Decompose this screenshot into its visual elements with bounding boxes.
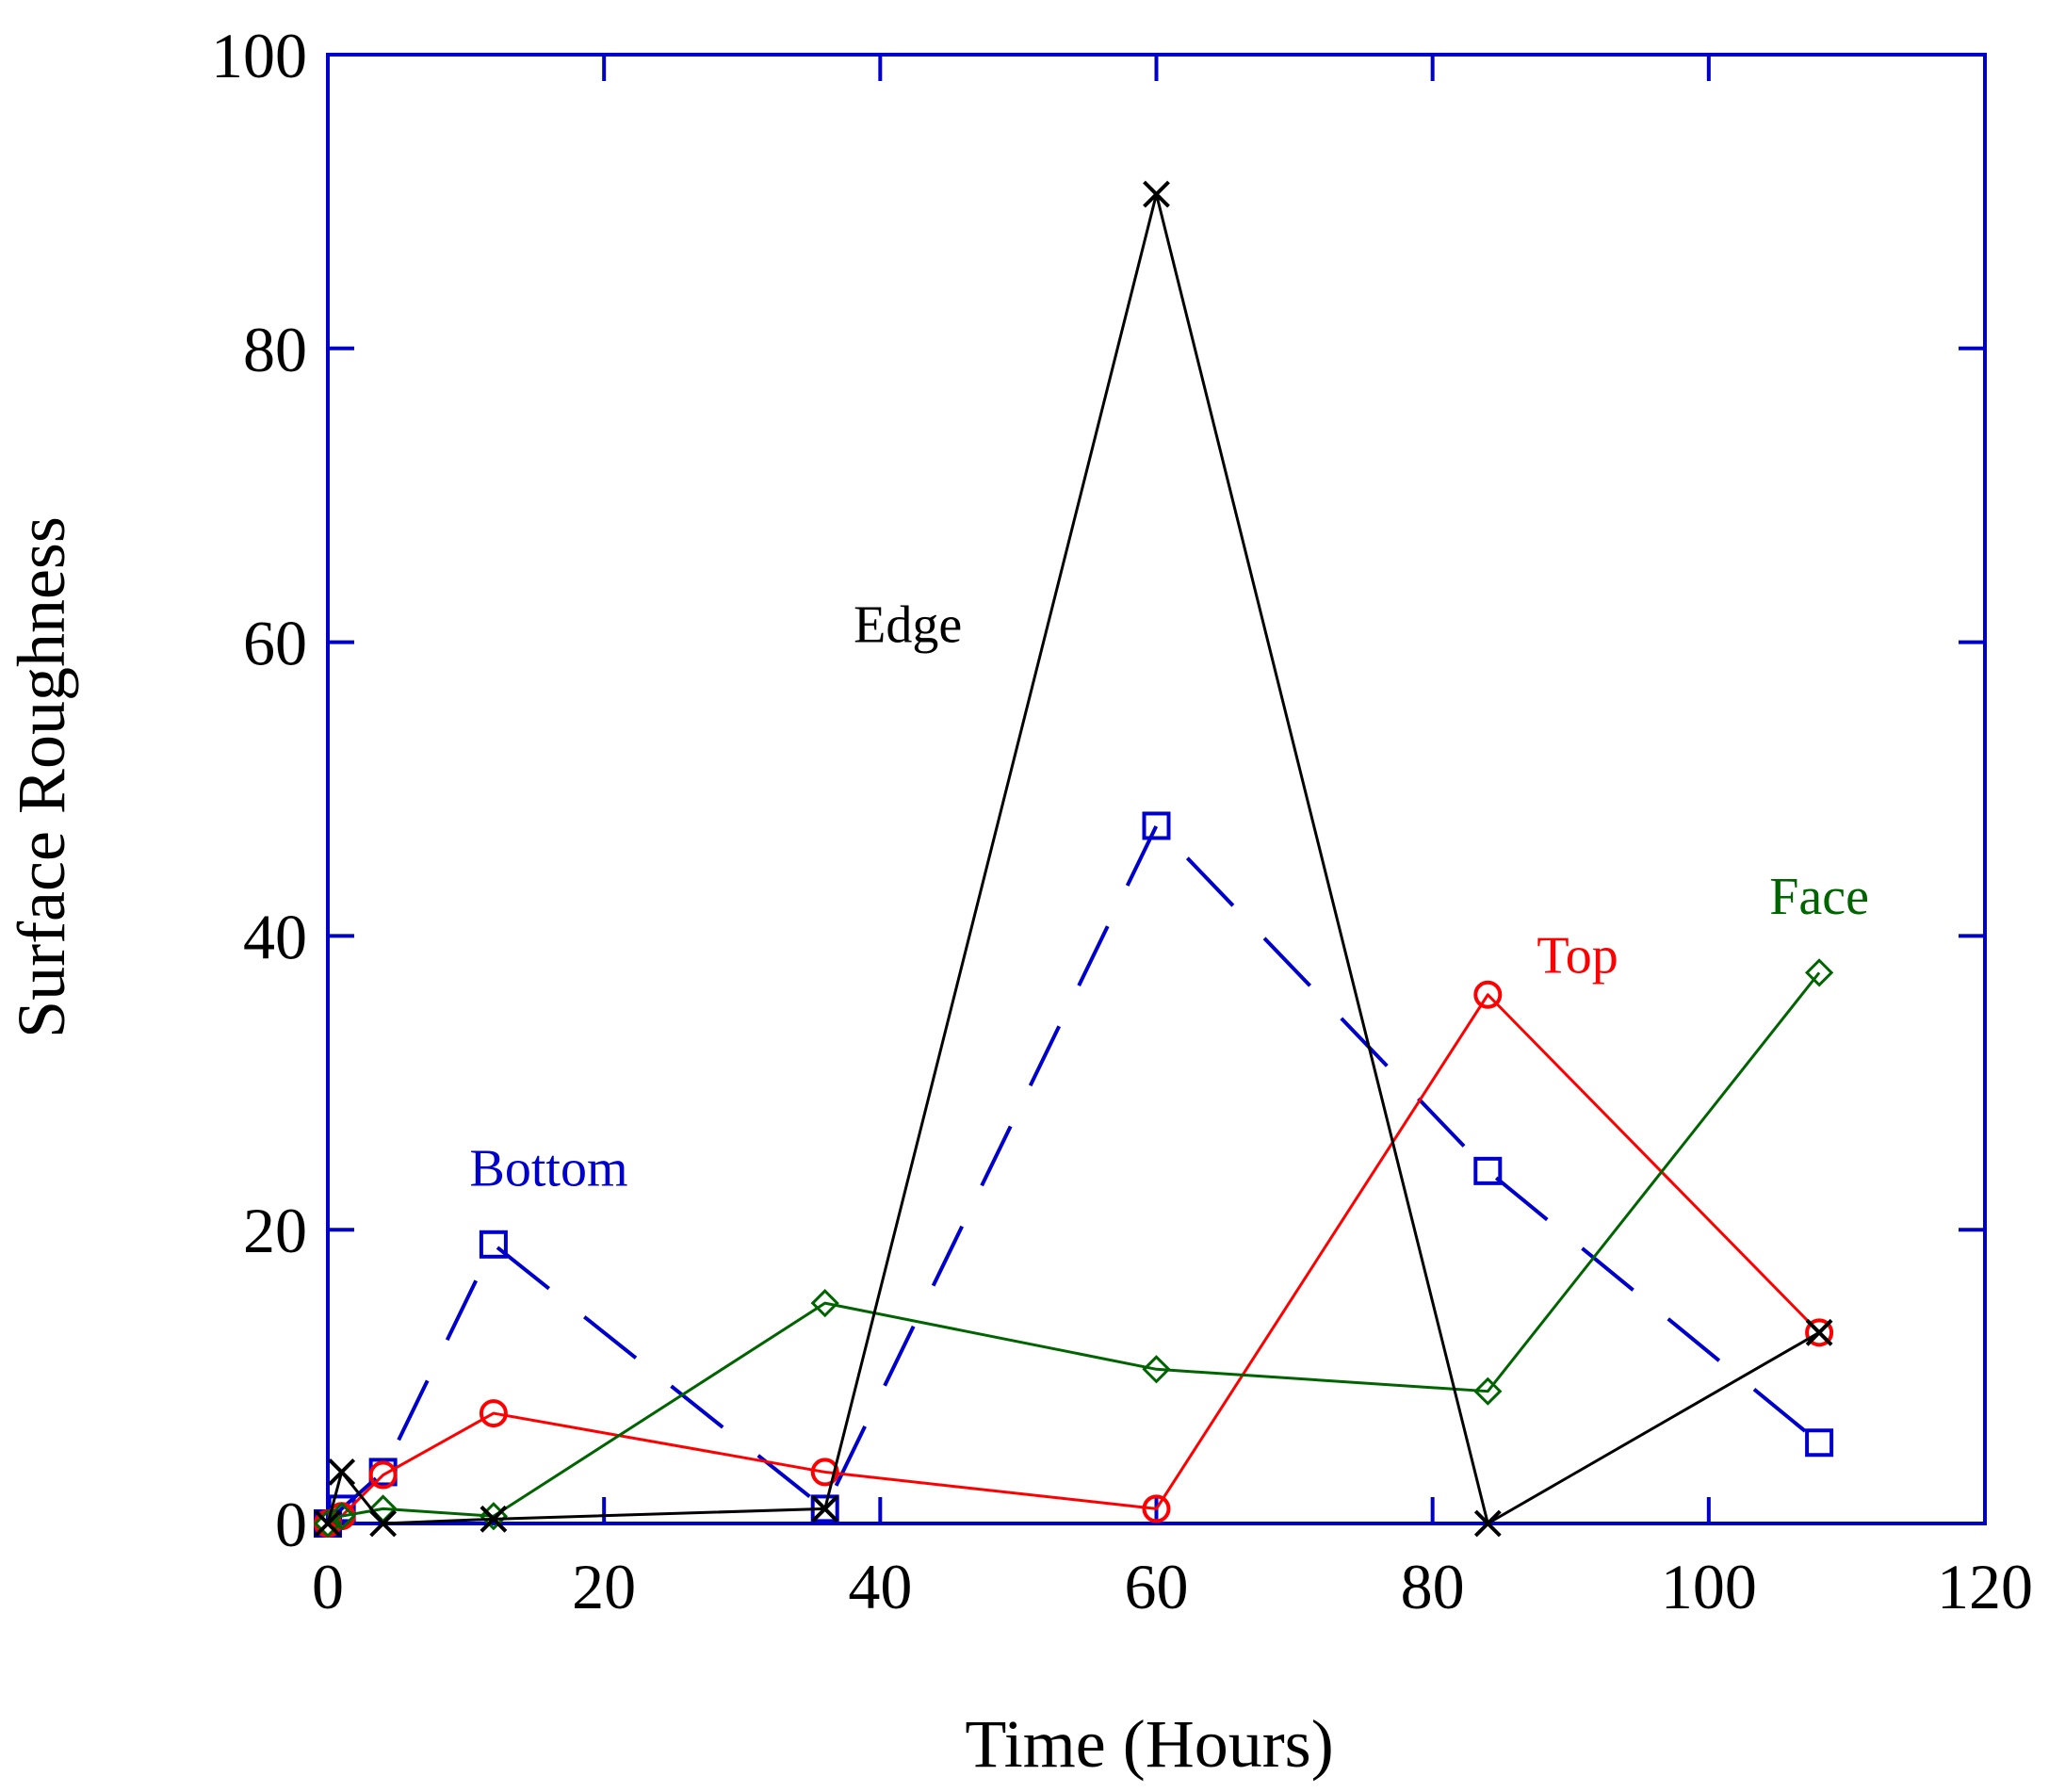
y-axis-title: Surface Roughness: [4, 516, 79, 1038]
data-point-edge: [1805, 1318, 1833, 1346]
x-tick-label: 0: [312, 1551, 344, 1622]
series-face: [313, 958, 1834, 1539]
data-point-face: [810, 1289, 839, 1318]
series-label-bottom: Bottom: [470, 1139, 628, 1197]
data-point-face: [327, 1502, 356, 1531]
data-point-bottom: [1473, 1156, 1503, 1185]
series-top: [314, 980, 1834, 1538]
series-edge: [314, 180, 1833, 1538]
data-point-top: [368, 1460, 398, 1490]
series-label-face: Face: [1769, 868, 1869, 926]
data-point-edge: [328, 1458, 356, 1486]
x-tick-label: 100: [1661, 1551, 1757, 1622]
data-point-face: [1804, 958, 1834, 987]
plot-area-border: [326, 53, 1987, 1525]
data-point-edge: [369, 1509, 398, 1538]
data-point-edge: [1473, 1509, 1502, 1538]
data-point-edge: [1143, 180, 1170, 208]
y-tick-label: 100: [211, 20, 307, 91]
y-axis-ticks: 0 20 40 60 80 100: [211, 20, 1985, 1560]
data-point-top: [1142, 1494, 1171, 1523]
x-tick-label: 20: [572, 1551, 636, 1622]
x-axis-title: Time (Hours): [965, 1706, 1333, 1782]
y-tick-label: 20: [243, 1195, 307, 1266]
y-tick-label: 0: [275, 1489, 307, 1560]
annotation-layer: Bottom Top Face Edge: [470, 596, 1869, 1198]
x-tick-label: 120: [1937, 1551, 2033, 1622]
series-line-bottom: [326, 823, 1821, 1525]
x-tick-label: 60: [1125, 1551, 1189, 1622]
data-point-bottom: [1142, 811, 1171, 840]
data-point-edge: [314, 1509, 342, 1538]
y-tick-label: 40: [243, 901, 307, 972]
series-line-edge: [326, 192, 1820, 1525]
plot-frame: [326, 53, 1987, 1525]
x-axis-ticks: 0 20 40 60 80 100 120: [312, 55, 2033, 1622]
series-line-face: [327, 971, 1821, 1525]
data-point-bottom: [479, 1230, 508, 1259]
series-label-edge: Edge: [854, 596, 962, 655]
x-tick-label: 80: [1401, 1551, 1465, 1622]
y-tick-label: 80: [243, 314, 307, 385]
data-point-top: [1805, 1318, 1834, 1347]
data-point-face: [1142, 1355, 1171, 1384]
data-point-top: [810, 1458, 839, 1487]
data-point-edge: [811, 1494, 839, 1523]
x-tick-label: 40: [848, 1551, 912, 1622]
series-label-top: Top: [1537, 926, 1618, 985]
data-point-face: [313, 1508, 343, 1539]
data-point-edge: [480, 1505, 508, 1533]
series-layer: [313, 180, 1834, 1539]
y-tick-label: 60: [243, 608, 307, 679]
data-point-face: [1473, 1377, 1503, 1406]
data-point-top: [1473, 980, 1503, 1009]
data-point-bottom: [1805, 1428, 1834, 1458]
data-point-top: [479, 1399, 508, 1428]
